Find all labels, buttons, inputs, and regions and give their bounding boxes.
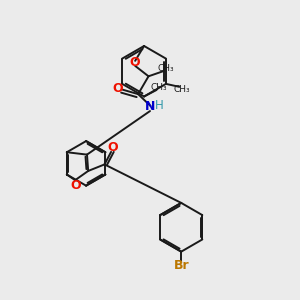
Text: O: O <box>130 56 140 69</box>
Text: Br: Br <box>173 260 189 272</box>
Text: O: O <box>112 82 123 95</box>
Text: CH₃: CH₃ <box>158 64 174 73</box>
Text: O: O <box>107 141 118 154</box>
Text: CH₃: CH₃ <box>173 85 190 94</box>
Text: N: N <box>145 100 155 112</box>
Text: CH₃: CH₃ <box>150 83 167 92</box>
Text: H: H <box>154 99 163 112</box>
Text: O: O <box>70 179 81 192</box>
